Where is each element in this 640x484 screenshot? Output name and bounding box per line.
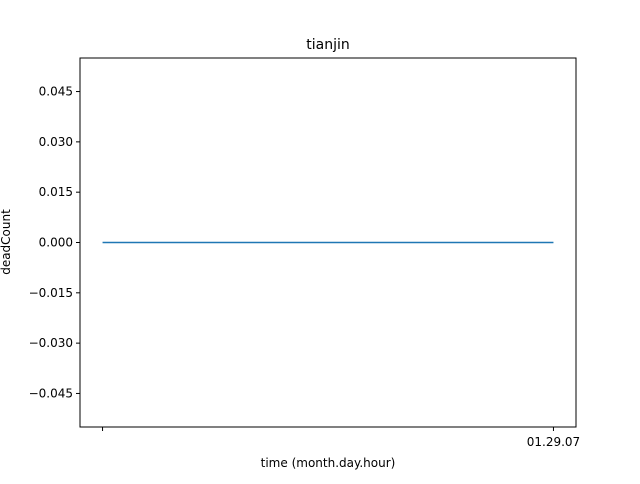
x-axis-ticks: 01.29.07 bbox=[102, 427, 580, 449]
x-axis-label: time (month.day.hour) bbox=[261, 456, 396, 470]
y-tick-label: 0.015 bbox=[39, 185, 73, 199]
plot-frame bbox=[79, 57, 577, 428]
y-tick-label: 0.000 bbox=[39, 236, 73, 250]
y-tick-label: −0.045 bbox=[29, 386, 73, 400]
y-tick-label: −0.015 bbox=[29, 286, 73, 300]
y-axis-ticks: 0.045 0.030 0.015 0.000 −0.015 −0.030 −0.045 bbox=[29, 85, 80, 400]
x-tick-label: 01.29.07 bbox=[527, 435, 580, 449]
y-tick-label: −0.030 bbox=[29, 336, 73, 350]
y-tick-label: 0.030 bbox=[39, 135, 73, 149]
y-axis-label: deadCount bbox=[0, 209, 13, 275]
y-tick-label: 0.045 bbox=[39, 85, 73, 99]
chart-title: tianjin bbox=[306, 37, 349, 53]
